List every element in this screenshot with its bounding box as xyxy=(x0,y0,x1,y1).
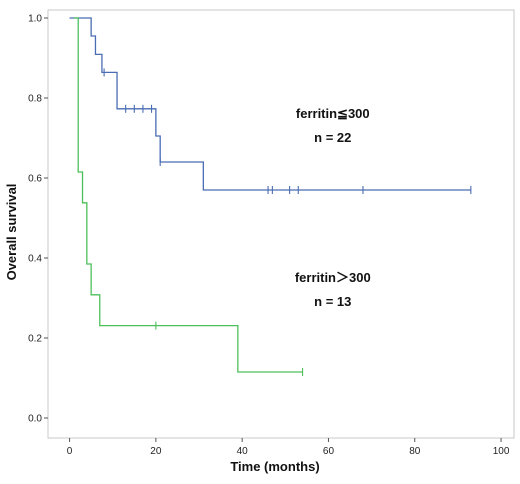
x-tick-label: 40 xyxy=(237,446,249,457)
annotation-label: n = 13 xyxy=(314,294,351,309)
survival-curve-high-ferritin xyxy=(73,17,303,373)
axes: 0.0 0.2 0.4 0.6 0.8 1.0 0 20 40 60 80 100 xyxy=(28,14,510,458)
x-axis-title: Time (months) xyxy=(230,459,319,474)
y-tick-label: 0.0 xyxy=(28,414,42,425)
survival-curve-low-ferritin xyxy=(69,17,471,191)
annotation-label: ferritin＞300 xyxy=(295,270,371,285)
x-tick-label: 0 xyxy=(67,446,73,457)
x-tick-label: 60 xyxy=(323,446,335,457)
annotation-label: ferritin≦300 xyxy=(296,106,370,121)
y-tick-label: 0.8 xyxy=(28,94,42,105)
plot-frame xyxy=(47,9,515,439)
annotation-group: ferritin≦300 n = 22 ferritin＞300 n = 13 xyxy=(295,106,371,309)
y-tick-label: 1.0 xyxy=(28,14,42,25)
x-tick-label: 100 xyxy=(493,446,510,457)
y-axis-title: Overall survival xyxy=(4,184,19,281)
y-tick-label: 0.2 xyxy=(28,334,42,345)
x-tick-label: 20 xyxy=(150,446,162,457)
series-group xyxy=(69,17,472,376)
annotation-label: n = 22 xyxy=(314,130,351,145)
y-tick-label: 0.6 xyxy=(28,174,42,185)
y-tick-label: 0.4 xyxy=(28,254,42,265)
x-tick-label: 80 xyxy=(409,446,421,457)
